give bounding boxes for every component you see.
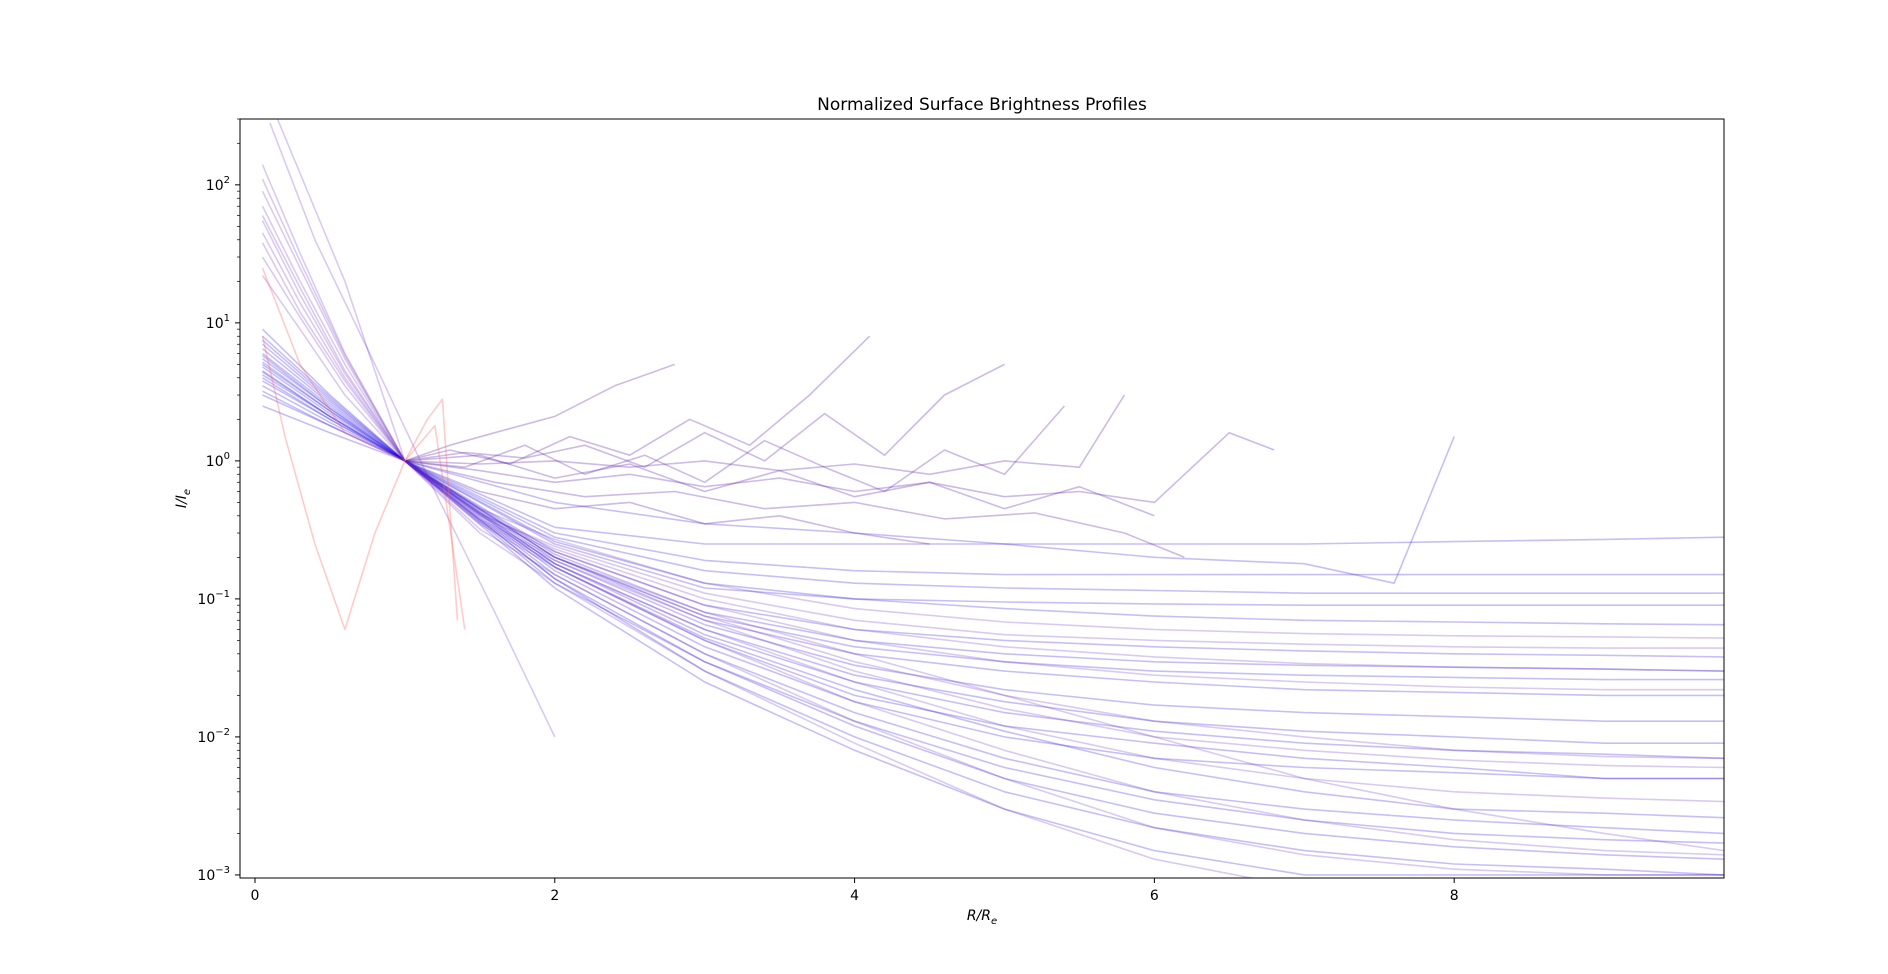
profile-line-5 <box>262 370 1724 607</box>
profile-line-14 <box>262 366 1724 723</box>
x-tick-label: 6 <box>1150 888 1159 904</box>
profile-line-41 <box>404 460 930 545</box>
profile-line-19 <box>262 371 1724 681</box>
y-tick-label: 100 <box>206 451 230 470</box>
chart-title: Normalized Surface Brightness Profiles <box>817 95 1147 115</box>
profile-line-38 <box>404 460 1185 559</box>
profile-line-37 <box>404 363 1005 469</box>
profile-line-17 <box>262 394 1724 626</box>
profile-line-2 <box>262 358 1724 697</box>
axes-frame <box>239 118 1725 879</box>
profile-line-18 <box>261 343 1724 860</box>
profile-line-23 <box>261 256 1724 672</box>
profile-line-16 <box>262 354 1724 819</box>
profile-line-32 <box>276 119 1724 852</box>
x-axis-label-subscript: e <box>991 916 997 927</box>
profile-line-9 <box>261 328 1724 876</box>
profile-line-26 <box>261 205 1724 803</box>
profile-line-21 <box>261 215 1724 760</box>
x-axis-label: R/Re <box>967 908 997 927</box>
profile-line-27 <box>261 275 1724 639</box>
profile-line-29 <box>261 242 1724 649</box>
profile-line-12 <box>262 390 1724 595</box>
x-tick-label: 8 <box>1450 888 1459 904</box>
profile-line-20 <box>262 361 1724 745</box>
y-axis: 10−3 10−2 10−1 100 101 102 <box>197 118 240 884</box>
y-axis-label-subscript: e <box>182 489 193 495</box>
profile-line-6 <box>261 339 1724 876</box>
y-tick-label: 10−2 <box>197 727 230 746</box>
profile-line-33 <box>404 405 1066 493</box>
profile-line-3 <box>262 385 1724 658</box>
profile-line-43 <box>261 336 459 631</box>
x-tick-label: 0 <box>251 888 260 904</box>
y-tick-label: 10−3 <box>197 865 230 884</box>
profile-line-22 <box>261 190 1724 856</box>
profile-line-25 <box>261 232 1724 691</box>
profile-line-44 <box>261 267 466 630</box>
y-tick-label: 102 <box>206 175 230 194</box>
profile-line-24 <box>261 164 1256 878</box>
profile-line-39 <box>404 363 675 462</box>
y-tick-label: 10−1 <box>197 589 230 608</box>
y-axis-label-main: I/I <box>174 495 190 508</box>
profile-line-30 <box>261 220 1724 769</box>
x-tick-label: 4 <box>850 888 859 904</box>
x-axis: 0 2 4 6 8 <box>251 878 1459 904</box>
profile-line-35 <box>404 335 871 465</box>
profile-line-7 <box>262 380 1724 576</box>
x-axis-label-main: R/R <box>967 908 991 924</box>
y-axis-label: I/Ie <box>174 489 193 508</box>
profile-line-34 <box>404 454 1155 517</box>
y-tick-label: 101 <box>206 313 230 332</box>
profile-line-1 <box>262 377 1724 760</box>
profile-line-15 <box>262 405 1724 545</box>
plot-area <box>261 119 1724 878</box>
profile-line-10 <box>262 374 1724 672</box>
profile-line-40 <box>404 394 1126 476</box>
profile-line-13 <box>261 335 1724 844</box>
profile-line-36 <box>404 431 1275 504</box>
profile-line-8 <box>262 363 1724 780</box>
profile-line-28 <box>261 178 1724 876</box>
profile-line-31 <box>269 122 556 738</box>
profile-line-4 <box>261 348 1724 835</box>
x-tick-label: 2 <box>550 888 559 904</box>
profile-line-42 <box>404 436 1455 585</box>
profile-line-11 <box>262 352 1724 780</box>
